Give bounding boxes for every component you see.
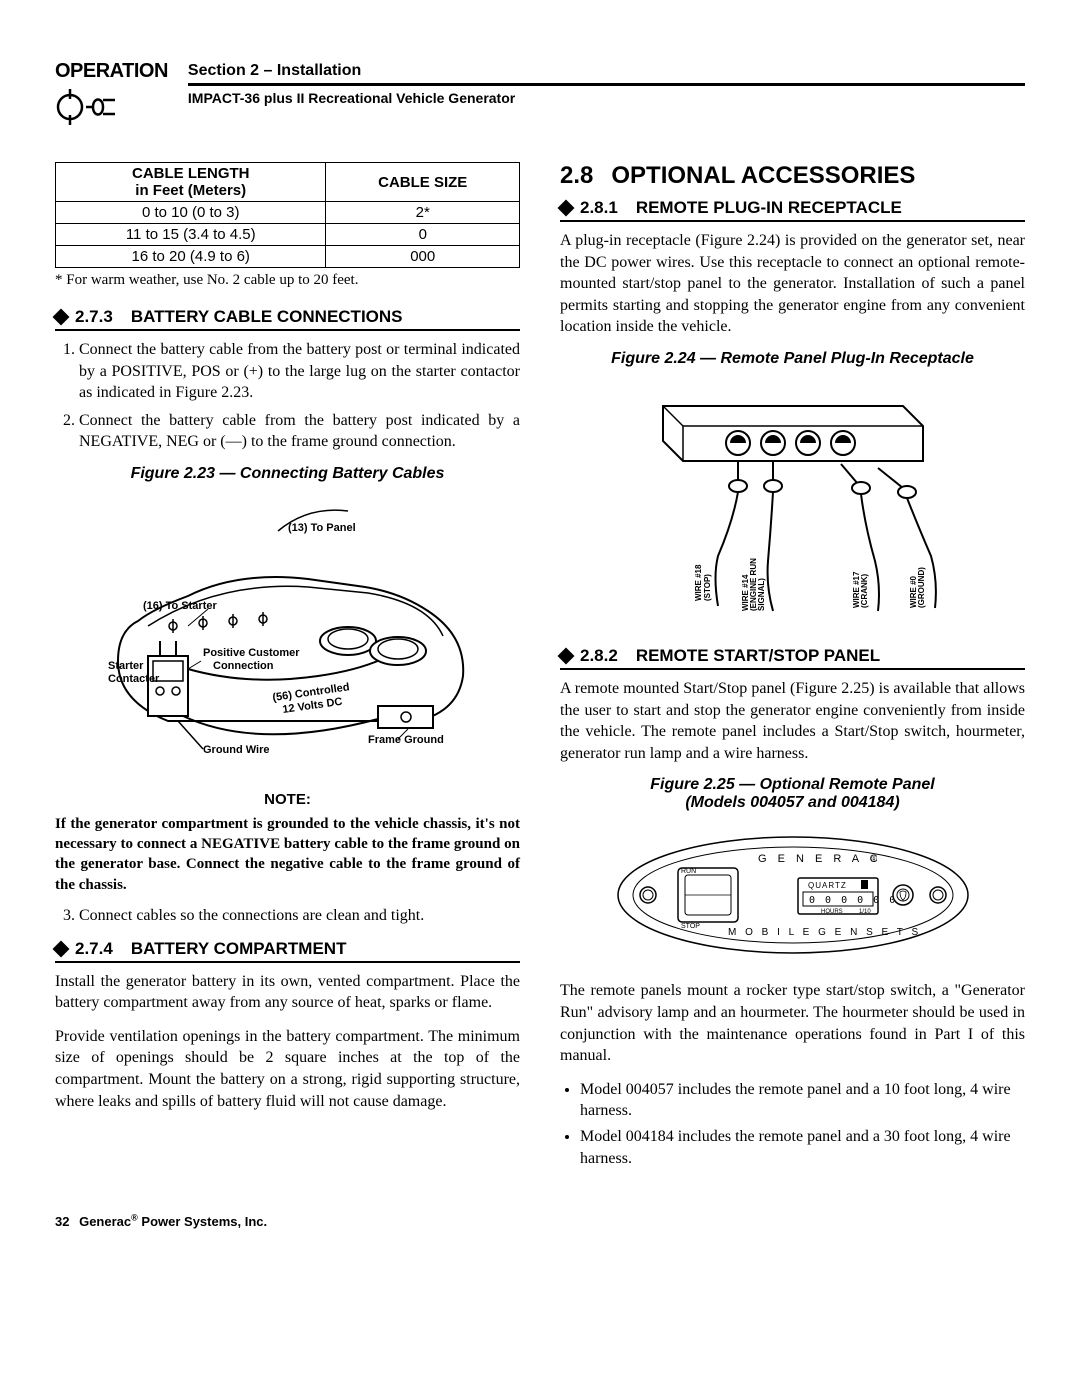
operation-label: OPERATION (55, 60, 168, 83)
operation-block: OPERATION (55, 60, 168, 132)
svg-text:(GROUND): (GROUND) (917, 567, 926, 608)
section-rule (188, 83, 1025, 86)
subhead-282: 2.8.2 REMOTE START/STOP PANEL (560, 646, 1025, 670)
svg-text:Connection: Connection (213, 660, 274, 672)
right-column: 2.8 OPTIONAL ACCESSORIES 2.8.1 REMOTE PL… (560, 162, 1025, 1173)
subhead-273: 2.7.3 BATTERY CABLE CONNECTIONS (55, 307, 520, 331)
diamond-icon (558, 647, 575, 664)
table-row: 16 to 20 (4.9 to 6)000 (56, 246, 520, 268)
list-item: Connect cables so the connections are cl… (79, 905, 520, 927)
table-row: 0 to 10 (0 to 3)2* (56, 202, 520, 224)
svg-text:QUARTZ: QUARTZ (808, 881, 847, 890)
th-size: CABLE SIZE (326, 163, 520, 202)
fig224-caption: Figure 2.24 — Remote Panel Plug-In Recep… (560, 350, 1025, 368)
svg-text:Contacter: Contacter (108, 673, 160, 685)
model-bullets: Model 004057 includes the remote panel a… (560, 1079, 1025, 1169)
svg-text:HOURS: HOURS (821, 909, 843, 915)
svg-text:®: ® (871, 855, 877, 864)
p-282-2: The remote panels mount a rocker type st… (560, 980, 1025, 1066)
p-282-1: A remote mounted Start/Stop panel (Figur… (560, 678, 1025, 764)
fig225: RUN STOP QUARTZ 0 0 0 0 0 0 HOURS 1/10 G… (560, 820, 1025, 970)
svg-text:STOP: STOP (681, 923, 700, 930)
subhead-281: 2.8.1 REMOTE PLUG-IN RECEPTACLE (560, 198, 1025, 222)
list-item: Model 004057 includes the remote panel a… (580, 1079, 1025, 1122)
left-column: CABLE LENGTH in Feet (Meters) CABLE SIZE… (55, 162, 520, 1173)
page-number: 32 (55, 1214, 69, 1229)
steps-273: Connect the battery cable from the batte… (55, 339, 520, 453)
svg-text:Starter: Starter (108, 660, 144, 672)
svg-text:G E N E R A C: G E N E R A C (758, 853, 882, 865)
list-item: Connect the battery cable from the batte… (79, 339, 520, 404)
product-name: IMPACT-36 plus II Recreational Vehicle G… (188, 90, 1025, 106)
diamond-icon (558, 200, 575, 217)
note-body: If the generator compartment is grounded… (55, 814, 520, 895)
note-title: NOTE: (55, 791, 520, 808)
fig225-caption: Figure 2.25 — Optional Remote Panel (Mod… (560, 776, 1025, 812)
plug-socket-icon (55, 87, 125, 127)
table-row: 11 to 15 (3.4 to 4.5)0 (56, 224, 520, 246)
list-item: Connect the battery cable from the batte… (79, 410, 520, 453)
fig223: (13) To Panel Starter Contacter (16) To … (55, 491, 520, 781)
svg-text:(13) To Panel: (13) To Panel (288, 522, 356, 534)
list-item: Model 004184 includes the remote panel a… (580, 1126, 1025, 1169)
p-274-2: Provide ventilation openings in the batt… (55, 1026, 520, 1112)
section-header: Section 2 – Installation IMPACT-36 plus … (188, 62, 1025, 106)
mainhead-28: 2.8 OPTIONAL ACCESSORIES (560, 162, 1025, 190)
table-footnote: * For warm weather, use No. 2 cable up t… (55, 272, 520, 289)
svg-text:WIRE #18: WIRE #18 (694, 564, 703, 601)
svg-text:RUN: RUN (681, 868, 696, 875)
subhead-274: 2.7.4 BATTERY COMPARTMENT (55, 939, 520, 963)
svg-text:Positive Customer: Positive Customer (203, 647, 300, 659)
steps-273-cont: Connect cables so the connections are cl… (55, 905, 520, 927)
p-281: A plug-in receptacle (Figure 2.24) is pr… (560, 230, 1025, 338)
fig224: WIRE #18 (STOP) WIRE #14 (ENGINE RUN SIG… (560, 376, 1025, 636)
svg-text:1/10: 1/10 (859, 909, 871, 915)
svg-text:Ground Wire: Ground Wire (203, 744, 270, 756)
svg-text:(CRANK): (CRANK) (860, 573, 869, 608)
diamond-icon (53, 309, 70, 326)
svg-text:0 0 0 0 0 0: 0 0 0 0 0 0 (809, 895, 897, 906)
company-name: Generac® Power Systems, Inc. (79, 1214, 267, 1229)
p-274-1: Install the generator battery in its own… (55, 971, 520, 1014)
svg-text:M O B I L E G E N S E T S: M O B I L E G E N S E T S (728, 927, 921, 938)
fig223-caption: Figure 2.23 — Connecting Battery Cables (55, 465, 520, 483)
page-footer: 32 Generac® Power Systems, Inc. (55, 1213, 1025, 1229)
svg-text:(STOP): (STOP) (703, 574, 712, 601)
page-header: OPERATION Section 2 – Installation IMPAC… (55, 60, 1025, 132)
svg-text:Frame Ground: Frame Ground (368, 734, 444, 746)
diamond-icon (53, 940, 70, 957)
th-length: CABLE LENGTH in Feet (Meters) (56, 163, 326, 202)
cable-size-table: CABLE LENGTH in Feet (Meters) CABLE SIZE… (55, 162, 520, 268)
section-title: Section 2 – Installation (188, 62, 1025, 80)
svg-text:SIGNAL): SIGNAL) (757, 578, 766, 611)
